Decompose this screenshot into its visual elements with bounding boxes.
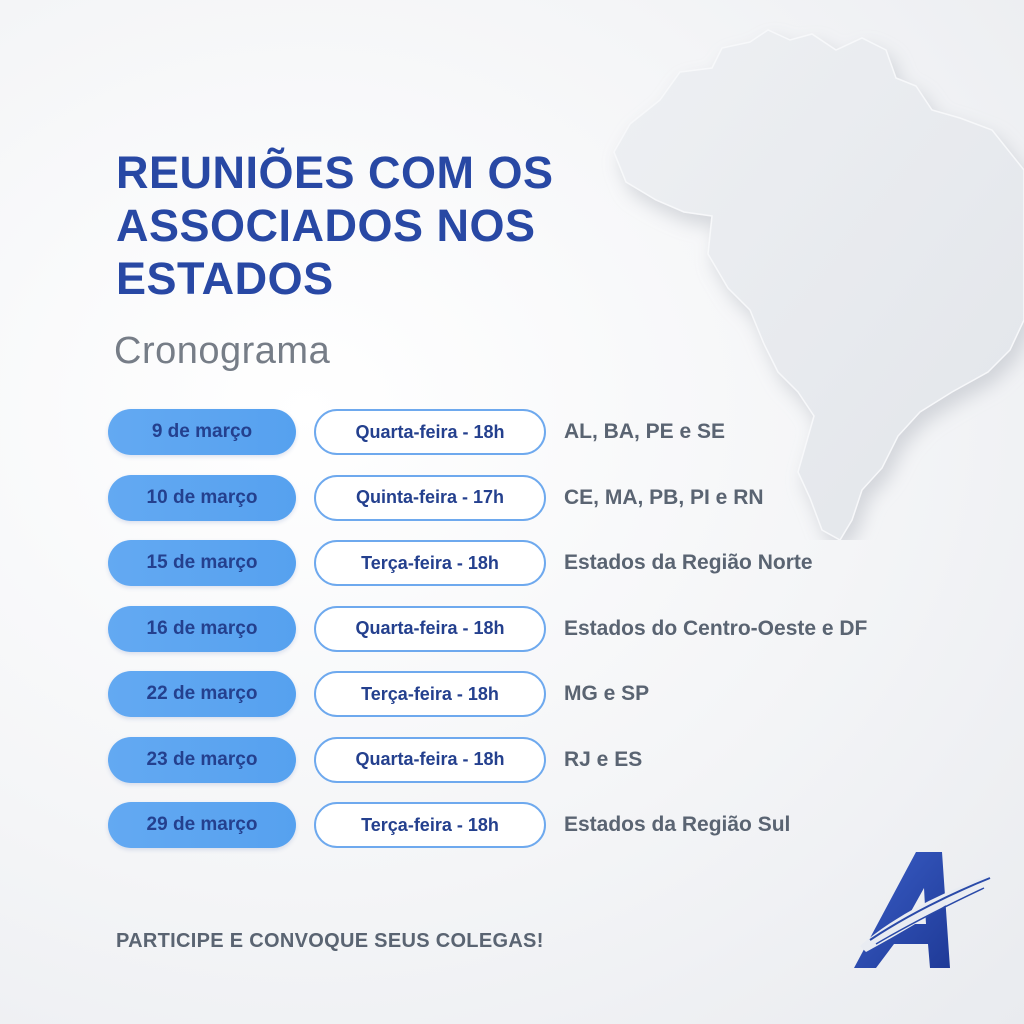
time-pill: Quarta-feira - 18h (314, 605, 546, 652)
time-pill: Quarta-feira - 18h (314, 736, 546, 783)
time-pill: Quarta-feira - 18h (314, 409, 546, 455)
title-line: ESTADOS (116, 253, 334, 304)
a-logo-icon (854, 852, 992, 968)
subtitle: Cronograma (114, 330, 331, 372)
date-pill: 29 de março (108, 802, 296, 848)
date-pill: 16 de março (108, 605, 296, 652)
time-pill: Terça-feira - 18h (314, 802, 546, 848)
time-pill: Terça-feira - 18h (314, 671, 546, 717)
call-to-action: PARTICIPE E CONVOQUE SEUS COLEGAS! (116, 930, 544, 952)
states-label: CE, MA, PB, PI e RN (564, 485, 764, 509)
date-pill: 10 de março (108, 474, 296, 521)
states-label: Estados da Região Norte (564, 551, 813, 574)
date-pill: 23 de março (108, 736, 296, 783)
date-pill: 9 de março (108, 409, 296, 455)
states-label: RJ e ES (564, 747, 643, 771)
page-title: REUNIÕES COM OS ASSOCIADOS NOS ESTADOS (116, 146, 636, 305)
states-label: Estados do Centro-Oeste e DF (564, 616, 868, 640)
states-label: Estados da Região Sul (564, 813, 791, 836)
title-line: REUNIÕES COM OS (116, 147, 554, 198)
date-pill: 22 de março (108, 671, 296, 717)
date-pill: 15 de março (108, 540, 296, 586)
time-pill: Terça-feira - 18h (314, 540, 546, 586)
title-line: ASSOCIADOS NOS (116, 200, 536, 251)
time-pill: Quinta-feira - 17h (314, 474, 546, 521)
states-label: MG e SP (564, 682, 650, 705)
states-label: AL, BA, PE e SE (564, 420, 726, 443)
brazil-map-icon (613, 29, 1024, 540)
